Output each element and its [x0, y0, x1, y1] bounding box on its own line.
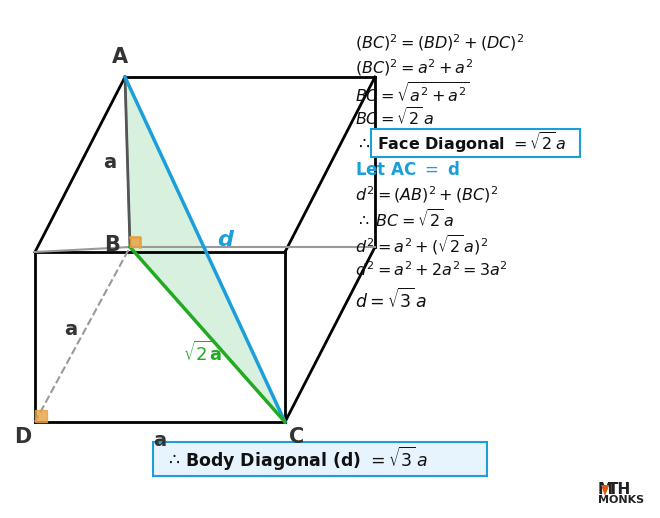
Text: a: a [64, 320, 77, 339]
FancyBboxPatch shape [153, 442, 487, 476]
Text: $BC = \sqrt{a^2 + a^2}$: $BC = \sqrt{a^2 + a^2}$ [355, 81, 470, 105]
Text: d: d [217, 229, 233, 250]
Text: $(BC)^2 = a^2 + a^2$: $(BC)^2 = a^2 + a^2$ [355, 57, 473, 78]
Text: $BC = \sqrt{2}\,a$: $BC = \sqrt{2}\,a$ [355, 107, 434, 129]
Text: Face Diagonal $= \sqrt{2}\,a$: Face Diagonal $= \sqrt{2}\,a$ [377, 131, 566, 155]
Text: $d^2 = (AB)^2 + (BC)^2$: $d^2 = (AB)^2 + (BC)^2$ [355, 184, 498, 205]
Text: B: B [104, 235, 120, 255]
Text: M: M [598, 482, 613, 497]
Text: a: a [103, 152, 116, 171]
Text: Let AC $=$ d: Let AC $=$ d [355, 161, 460, 179]
Text: $\sqrt{2}$a: $\sqrt{2}$a [183, 340, 222, 365]
Text: Body Diagonal (d) $= \sqrt{3}\,a$: Body Diagonal (d) $= \sqrt{3}\,a$ [185, 445, 428, 473]
Text: $d = \sqrt{3}\,a$: $d = \sqrt{3}\,a$ [355, 288, 427, 312]
Polygon shape [35, 410, 47, 422]
Text: C: C [289, 427, 305, 447]
Text: $d^2 = a^2 + (\sqrt{2}\,a)^2$: $d^2 = a^2 + (\sqrt{2}\,a)^2$ [355, 233, 488, 257]
Text: $d^2 = a^2 + 2a^2 = 3a^2$: $d^2 = a^2 + 2a^2 = 3a^2$ [355, 261, 508, 279]
Text: a: a [153, 430, 166, 450]
Text: A: A [112, 47, 128, 67]
Polygon shape [130, 237, 140, 247]
Text: $\therefore$: $\therefore$ [165, 450, 180, 468]
Text: D: D [15, 427, 32, 447]
Polygon shape [601, 485, 609, 496]
Polygon shape [125, 77, 285, 422]
Text: $\therefore\;BC = \sqrt{2}\,a$: $\therefore\;BC = \sqrt{2}\,a$ [355, 209, 455, 231]
Text: TH: TH [608, 482, 631, 497]
Text: MONKS: MONKS [598, 495, 644, 505]
FancyBboxPatch shape [371, 129, 580, 157]
Text: $(BC)^2 = (BD)^2 + (DC)^2$: $(BC)^2 = (BD)^2 + (DC)^2$ [355, 33, 524, 53]
Text: $\therefore$: $\therefore$ [355, 134, 370, 152]
